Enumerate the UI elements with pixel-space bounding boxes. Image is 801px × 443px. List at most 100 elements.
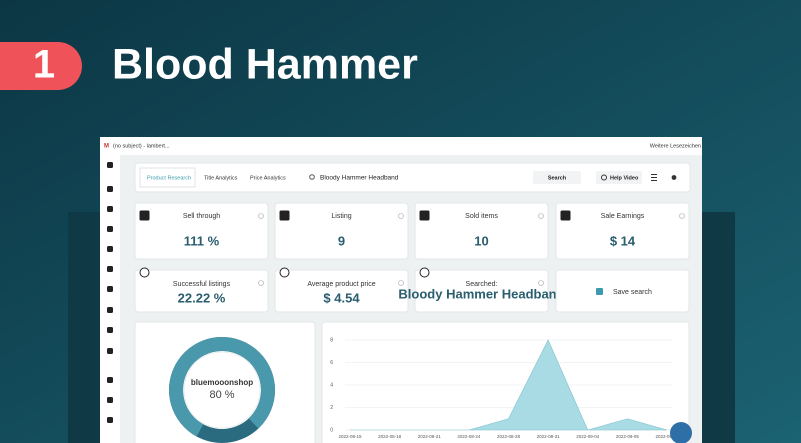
chart-card [321, 321, 690, 443]
sidebar-icon [107, 286, 113, 292]
menu-icon [651, 177, 657, 178]
sidebar-icon [107, 186, 113, 192]
stat-card [274, 202, 409, 260]
card-icon [279, 267, 290, 278]
card-value: Bloody Hammer Headband [398, 286, 564, 301]
card-value: 10 [474, 233, 488, 248]
search-button-bg[interactable] [533, 171, 581, 184]
tab[interactable]: Title Analytics [204, 175, 238, 181]
x-tick-label: 2022-08-28 [497, 434, 521, 439]
card-icon [279, 210, 290, 221]
sidebar-icon [107, 377, 113, 383]
card-icon [139, 267, 150, 278]
tab[interactable]: Product Research [147, 175, 191, 181]
card-value: 9 [338, 233, 345, 248]
card-label: Listing [331, 213, 351, 220]
play-icon [601, 174, 607, 181]
save-search[interactable]: Save search [613, 289, 652, 296]
stat-card [134, 202, 269, 260]
card-label: Sell through [183, 213, 220, 220]
donut-hole [183, 351, 261, 429]
info-icon [538, 280, 544, 286]
search-icon [309, 174, 315, 180]
card-value: 111 % [184, 233, 220, 248]
help-button-bg[interactable] [596, 171, 642, 184]
info-icon [258, 213, 264, 219]
card-label: Average product price [307, 281, 375, 288]
sidebar-icon [107, 206, 113, 212]
sidebar-icon [107, 327, 113, 333]
charts: bluemooonshop 80 % 0 2 4 6 8 2022-08-15 2022-08-… [169, 337, 679, 443]
area [350, 339, 668, 431]
save-search-card[interactable] [555, 269, 690, 313]
card-icon [560, 210, 571, 221]
stat-card [414, 202, 549, 260]
card-icon [419, 267, 430, 278]
sidebar [100, 155, 120, 443]
donut-label: bluemooonshop [191, 378, 253, 387]
sidebar-icon [107, 246, 113, 252]
browser-tab: (no subject) - lambert... [113, 143, 170, 149]
stat-card [414, 269, 549, 313]
badge-number: 1 [33, 43, 55, 87]
help-button[interactable]: Help Video [610, 175, 639, 181]
chat-button[interactable] [670, 422, 692, 443]
gmail-icon: M [104, 144, 109, 150]
search-field[interactable]: Bloody Hammer Headband [320, 175, 399, 182]
y-tick-label: 0 [330, 427, 333, 433]
tab[interactable]: Price Analytics [250, 175, 286, 181]
info-icon [679, 213, 685, 219]
sidebar-icon [107, 348, 113, 354]
bookmarks: Weitere Lesezeichen [650, 143, 701, 149]
tab-active-box [139, 167, 196, 188]
x-tick-label: 2022-09-08 [655, 434, 679, 439]
title: Blood Hammer [112, 40, 418, 88]
info-icon [398, 213, 404, 219]
info-icon [258, 280, 264, 286]
x-tick-label: 2022-08-21 [418, 434, 442, 439]
nav-bar [134, 162, 691, 193]
donut-value: 80 % [209, 389, 234, 401]
card-label: Successful listings [173, 281, 231, 288]
card-label: Sold items [465, 213, 498, 220]
info-icon [398, 280, 404, 286]
settings-icon[interactable] [671, 175, 677, 180]
sidebar-icon [107, 417, 113, 423]
card-value: $ 4.54 [323, 290, 360, 305]
y-tick-label: 4 [330, 382, 333, 388]
badge-fill [0, 42, 30, 90]
x-tick-label: 2022-09-05 [616, 434, 640, 439]
card-label: Searched: [466, 281, 498, 288]
card-value: 22.22 % [178, 290, 226, 305]
x-tick-label: 2022-09-04 [576, 434, 600, 439]
y-tick-label: 8 [330, 337, 333, 343]
menu-icon [651, 180, 657, 181]
card-icon [139, 210, 150, 221]
browser-bar [100, 137, 702, 155]
sidebar-icon [107, 162, 113, 168]
search-button[interactable]: Search [548, 175, 567, 181]
card-label: Sale Earnings [601, 213, 645, 220]
cards: Sell through 111 % Listing 9 Sold items 10 Sal… [134, 202, 690, 313]
sidebar-icon [107, 397, 113, 403]
sidebar-icon [107, 266, 113, 272]
stat-card [134, 269, 269, 313]
donut-segment [169, 337, 275, 437]
sidebar-icons [107, 162, 113, 423]
stat-card [555, 202, 690, 260]
sidebar-icon [107, 307, 113, 313]
y-tick-label: 2 [330, 405, 333, 411]
x-tick-label: 2022-08-18 [378, 434, 402, 439]
x-tick-label: 2022-08-31 [537, 434, 561, 439]
x-tick-label: 2022-08-15 [338, 434, 362, 439]
sidebar-icon [107, 226, 113, 232]
y-tick-label: 6 [330, 360, 333, 366]
card-value: $ 14 [610, 233, 636, 248]
stat-card [274, 269, 409, 313]
save-icon [596, 288, 603, 295]
card-icon [419, 210, 430, 221]
menu-icon[interactable] [651, 174, 657, 175]
info-icon [538, 213, 544, 219]
x-tick-label: 2022-08-24 [457, 434, 481, 439]
